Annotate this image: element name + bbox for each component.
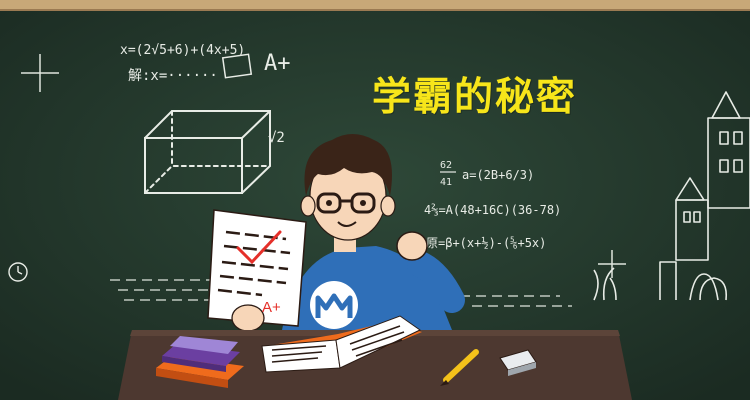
chalk-lines xyxy=(110,279,572,307)
book-stack xyxy=(156,336,244,388)
test-paper xyxy=(207,209,307,332)
castle-drawing xyxy=(593,91,750,301)
fraction-bottom: 41 xyxy=(440,177,452,188)
math-note-line2: 解:x=······ xyxy=(128,68,218,84)
alarm-clock-drawing xyxy=(8,262,28,282)
sparkle-icon xyxy=(21,54,626,278)
glasses-icon xyxy=(316,192,376,214)
chalk-sketch-ticket xyxy=(221,53,253,79)
fist xyxy=(396,231,428,261)
hair xyxy=(304,134,392,196)
paper-grade: A+ xyxy=(262,299,281,316)
equation-1: a=(2B+6/3) xyxy=(462,168,534,182)
math-note-line1: x=(2√5+6)+(4x+5) xyxy=(120,43,245,58)
shirt-logo-icon xyxy=(310,281,358,329)
eraser-icon xyxy=(499,349,537,376)
sqrt-label: √2 xyxy=(268,130,285,146)
equation-3: 原=β+(x+½)-(⅚+5x) xyxy=(426,236,546,250)
open-notebook xyxy=(261,315,422,373)
chalk-grade: A+ xyxy=(264,51,291,76)
pencil-icon xyxy=(440,349,479,386)
board-frame-top xyxy=(0,0,750,9)
page-title: 学霸的秘密 xyxy=(372,75,578,120)
student-figure xyxy=(282,134,465,330)
fraction-top: 62 xyxy=(440,160,452,171)
check-mark-icon xyxy=(236,230,282,265)
desk xyxy=(118,330,632,400)
cube-drawing xyxy=(144,110,271,194)
equation-2: 4⅔=A(48+16C)(36-78) xyxy=(424,203,561,217)
